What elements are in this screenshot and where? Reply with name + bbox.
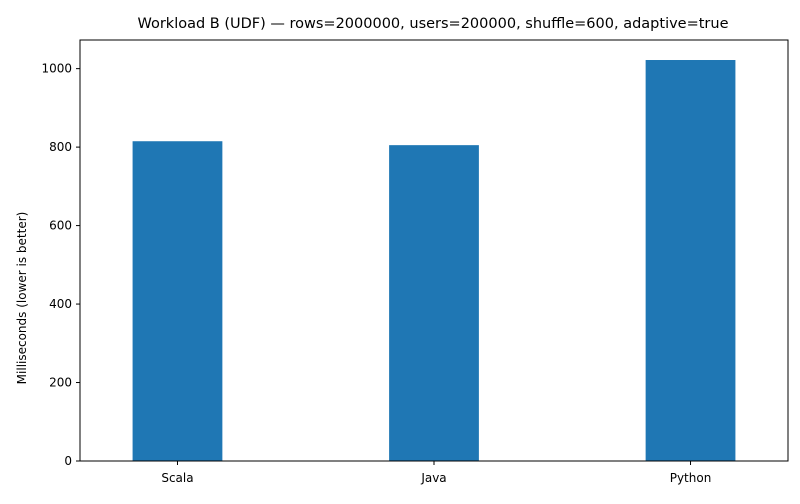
y-tick-label: 800: [49, 140, 72, 154]
plot-frame: [79, 39, 789, 462]
y-tick-label: 400: [49, 297, 72, 311]
bars-group: [132, 60, 736, 461]
bar-python: [645, 60, 736, 461]
y-axis: 0 200 400 600 800 1000: [41, 62, 80, 468]
bar-scala: [132, 141, 223, 461]
x-tick-label: Scala: [161, 471, 193, 485]
x-tick-label: Java: [420, 471, 446, 485]
y-axis-label: Milliseconds (lower is better): [15, 212, 29, 385]
bar-java: [389, 145, 479, 461]
x-axis: Scala Java Python: [161, 461, 711, 485]
chart-title: Workload B (UDF) — rows=2000000, users=2…: [137, 16, 728, 32]
y-tick-label: 600: [49, 219, 72, 233]
y-tick-label: 0: [64, 454, 72, 468]
y-tick-label: 200: [49, 376, 72, 390]
y-tick-label: 1000: [41, 62, 72, 76]
x-tick-label: Python: [670, 471, 712, 485]
